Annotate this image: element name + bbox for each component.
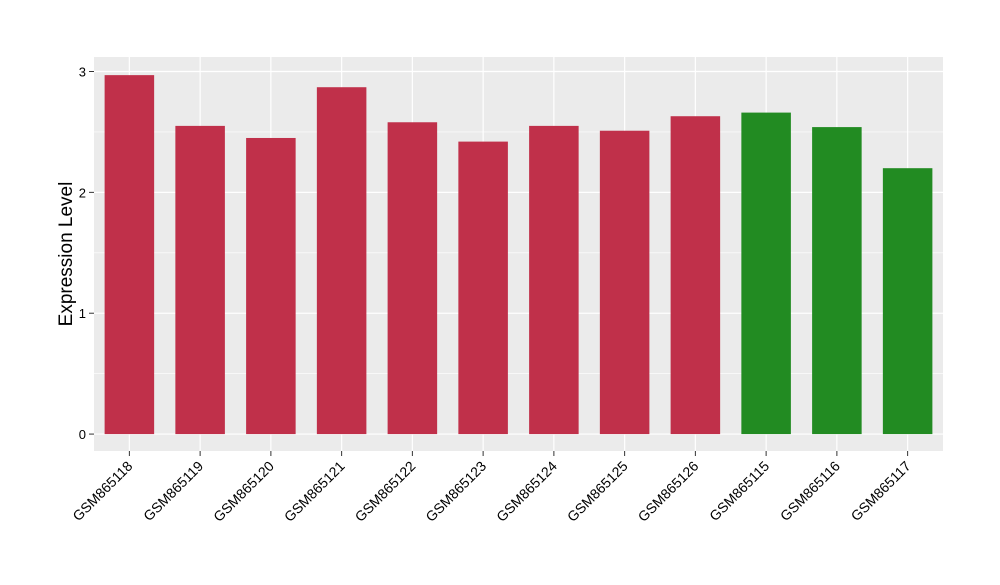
bar-GSM865118	[104, 75, 155, 435]
x-tick-label: GSM865125	[564, 458, 631, 525]
bar-GSM865121	[316, 87, 367, 435]
x-tick-label: GSM865126	[635, 458, 702, 525]
bar-GSM865116	[812, 127, 862, 435]
bar-GSM865123	[458, 141, 508, 435]
x-tick-label: GSM865116	[777, 458, 843, 524]
x-tick-label: GSM865119	[140, 458, 206, 524]
y-tick-label: 1	[79, 306, 86, 321]
x-axis: GSM865118 GSM865119 GSM865120 GSM865121 GSM8…	[69, 451, 914, 525]
x-tick-label: GSM865115	[706, 458, 772, 524]
bar-GSM865124	[529, 125, 579, 435]
x-tick-label: GSM865124	[493, 458, 560, 525]
bar-GSM865117	[882, 168, 933, 435]
x-tick-label: GSM865121	[281, 458, 348, 525]
x-tick-label: GSM865117	[848, 458, 914, 524]
y-tick-label: 3	[79, 65, 86, 80]
x-tick-label: GSM865118	[69, 458, 135, 524]
bar-GSM865126	[670, 116, 721, 435]
x-tick-label: GSM865122	[352, 458, 419, 525]
bar-GSM865120	[246, 137, 296, 435]
y-axis: 0 1 2 3	[79, 65, 94, 442]
y-axis-title: Expression Level	[56, 182, 77, 327]
bar-GSM865125	[599, 130, 650, 435]
x-tick-label: GSM865120	[210, 458, 277, 525]
y-tick-label: 0	[79, 427, 86, 442]
bars	[104, 75, 933, 435]
y-tick-label: 2	[79, 185, 86, 200]
plot-panel	[94, 57, 943, 451]
bar-GSM865119	[175, 125, 225, 435]
bar-GSM865122	[387, 122, 438, 435]
x-tick-label: GSM865123	[422, 458, 489, 525]
bar-GSM865115	[741, 112, 791, 435]
